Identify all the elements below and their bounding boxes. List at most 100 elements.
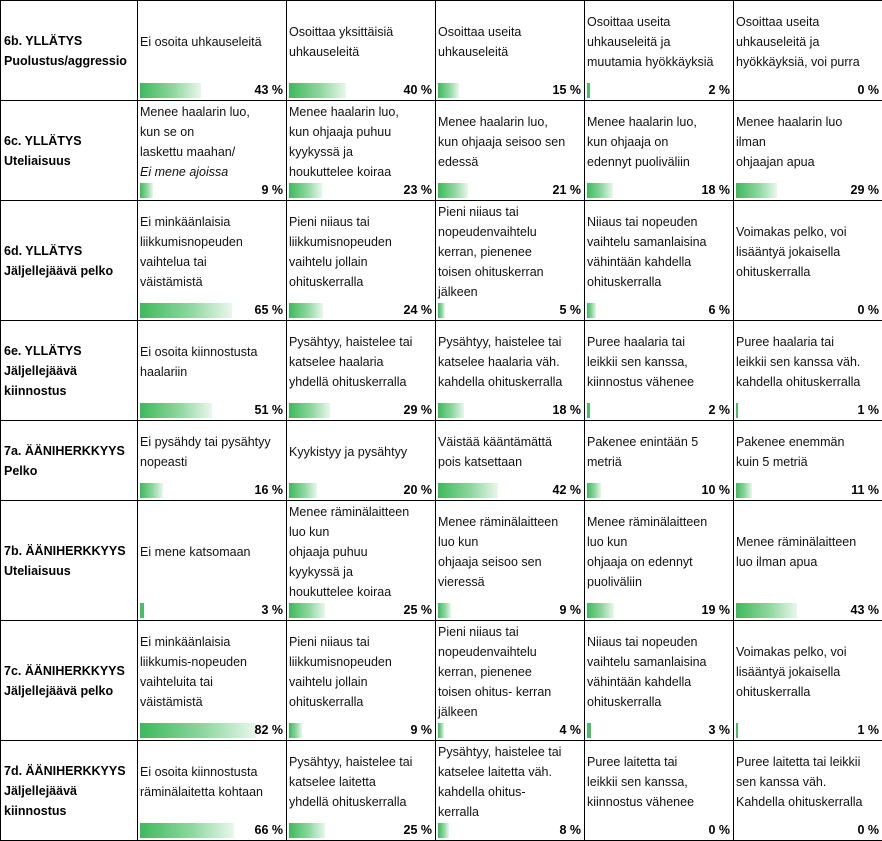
percentage-label: 9 % [261, 183, 283, 197]
option-text: Menee haalarin luo, kun se on laskettu m… [140, 104, 250, 159]
table-row: 6c. YLLÄTYS Uteliaisuus Menee haalarin lu… [0, 100, 882, 201]
option-cell: Pakenee enemmän kuin 5 metriä 11 % [733, 420, 882, 501]
percentage-label: 19 % [701, 603, 731, 617]
percentage-bar [736, 183, 777, 198]
option-cell: Osoittaa yksittäisiä uhkauseleitä 40 % [286, 0, 436, 101]
percentage-bar [438, 403, 464, 418]
percentage-bar [587, 483, 601, 498]
option-cell: Menee haalarin luo ilman ohjaajan apua 29… [733, 100, 882, 201]
option-text: Ei minkäänlaisia liikkumisnopeuden vaiht… [140, 214, 243, 289]
option-text: Menee haalarin luo, kun ohjaaja on edenn… [587, 114, 697, 169]
option-cell: Osoittaa useita uhkauseleitä ja hyökkäyk… [733, 0, 882, 101]
option-text-block: Pysähtyy, haistelee tai katselee haalari… [438, 321, 582, 402]
option-text-block: Osoittaa yksittäisiä uhkauseleitä [289, 1, 433, 82]
option-text-block: Ei osoita uhkauseleitä [140, 1, 284, 82]
percentage-label: 15 % [552, 83, 582, 97]
option-cell: Pakenee enintään 5 metriä 10 % [584, 420, 734, 501]
percentage-label: 16 % [254, 483, 284, 497]
option-text-block: Menee räminälaitteen luo kun ohjaaja puh… [289, 501, 433, 602]
option-cell: Menee räminälaitteen luo kun ohjaaja puh… [286, 500, 436, 621]
option-text-block: Menee räminälaitteen luo ilman apua [736, 501, 880, 602]
row-title: 7a. ÄÄNIHERKKYYS Pelko [4, 443, 125, 478]
option-text: Puree haalaria tai leikkii sen kanssa, k… [587, 334, 695, 389]
option-text: Puree haalaria tai leikkii sen kanssa vä… [736, 334, 861, 389]
percentage-bar [438, 603, 451, 618]
percentage-label: 40 % [403, 83, 433, 97]
option-cell: Voimakas pelko, voi lisääntyä jokaisella… [733, 200, 882, 321]
option-text: Voimakas pelko, voi lisääntyä jokaisella… [736, 644, 847, 699]
percentage-label: 18 % [552, 403, 582, 417]
percentage-bar [736, 483, 752, 498]
option-text: Pieni niiaus tai liikkumisnopeuden vaiht… [289, 214, 392, 289]
percentage-label: 0 % [857, 303, 879, 317]
row-header: 7c. ÄÄNIHERKKYYS Jäljellejäävä pelko [0, 620, 138, 741]
option-cell: Pysähtyy, haistelee tai katselee haalari… [435, 320, 585, 421]
option-cell: Osoittaa useita uhkauseleitä 15 % [435, 0, 585, 101]
option-text-italic: Ei mene ajoissa [140, 164, 229, 179]
option-text: Pieni niiaus tai liikkumisnopeuden vaiht… [289, 634, 392, 709]
option-cell: Menee haalarin luo, kun ohjaaja seisoo s… [435, 100, 585, 201]
option-text: Menee räminälaitteen luo kun ohjaaja puh… [289, 504, 410, 599]
option-text: Pieni niiaus tai nopeudenvaihtelu kerran… [438, 204, 544, 299]
percentage-bar [140, 83, 201, 98]
percentage-label: 24 % [403, 303, 433, 317]
row-title: 7b. ÄÄNIHERKKYYS Uteliaisuus [4, 543, 126, 578]
percentage-label: 2 % [708, 403, 730, 417]
percentage-bar [438, 483, 498, 498]
percentage-label: 29 % [403, 403, 433, 417]
percentage-label: 9 % [559, 603, 581, 617]
option-text-block: Pysähtyy, haistelee tai katselee laitett… [289, 741, 433, 822]
option-cell: Ei mene katsomaan 3 % [137, 500, 287, 621]
option-cell: Pieni niiaus tai liikkumisnopeuden vaiht… [286, 200, 436, 321]
option-text-block: Menee haalarin luo, kun ohjaaja seisoo s… [438, 101, 582, 182]
option-text-block: Pieni niiaus tai liikkumisnopeuden vaiht… [289, 621, 433, 722]
option-cell: Pieni niiaus tai nopeudenvaihtelu kerran… [435, 200, 585, 321]
option-cell: Pysähtyy, haistelee tai katselee laitett… [286, 740, 436, 841]
table-row: 6b. YLLÄTYS Puolustus/aggressio Ei osoita… [0, 0, 882, 101]
option-text-block: Puree haalaria tai leikkii sen kanssa vä… [736, 321, 880, 402]
option-text-block: Kyykistyy ja pysähtyy [289, 421, 433, 482]
option-text-block: Pakenee enemmän kuin 5 metriä [736, 421, 880, 482]
option-text-block: Ei pysähdy tai pysähtyy nopeasti [140, 421, 284, 482]
option-text-block: Niiaus tai nopeuden vaihtelu samanlaisin… [587, 621, 731, 722]
option-text: Ei osoita uhkauseleitä [140, 34, 262, 49]
option-text: Voimakas pelko, voi lisääntyä jokaisella… [736, 224, 847, 279]
option-text-block: Pysähtyy, haistelee tai katselee haalari… [289, 321, 433, 402]
table-row: 7c. ÄÄNIHERKKYYS Jäljellejäävä pelko Ei m… [0, 620, 882, 741]
option-text: Ei minkäänlaisia liikkumis-nopeuden vaih… [140, 634, 248, 709]
option-cell: Pieni niiaus tai liikkumisnopeuden vaiht… [286, 620, 436, 741]
percentage-label: 9 % [410, 723, 432, 737]
option-text: Puree laitetta tai leikkii sen kanssa, k… [587, 754, 695, 809]
option-text: Väistää kääntämättä pois katsettaan [438, 434, 552, 469]
percentage-bar [587, 403, 590, 418]
option-text: Osoittaa yksittäisiä uhkauseleitä [289, 24, 394, 59]
percentage-bar [289, 183, 322, 198]
option-text-block: Menee haalarin luo ilman ohjaajan apua [736, 101, 880, 182]
percentage-bar [140, 603, 144, 618]
option-text: Puree laitetta tai leikkii sen kanssa vä… [736, 754, 863, 809]
option-text-block: Voimakas pelko, voi lisääntyä jokaisella… [736, 621, 880, 722]
option-text: Menee räminälaitteen luo kun ohjaaja sei… [438, 514, 559, 589]
row-title: 7d. ÄÄNIHERKKYYS Jäljellejäävä kiinnostu… [4, 763, 126, 818]
option-text-block: Puree laitetta tai leikkii sen kanssa vä… [736, 741, 880, 822]
percentage-label: 4 % [559, 723, 581, 737]
percentage-label: 0 % [708, 823, 730, 837]
percentage-label: 29 % [850, 183, 880, 197]
row-header: 7d. ÄÄNIHERKKYYS Jäljellejäävä kiinnostu… [0, 740, 138, 841]
option-text: Ei pysähdy tai pysähtyy nopeasti [140, 434, 271, 469]
option-text: Ei mene katsomaan [140, 544, 251, 559]
percentage-bar [736, 723, 738, 738]
percentage-label: 66 % [254, 823, 284, 837]
table-row: 6e. YLLÄTYS Jäljellejäävä kiinnostus Ei o… [0, 320, 882, 421]
percentage-label: 23 % [403, 183, 433, 197]
percentage-bar [289, 603, 325, 618]
option-cell: Ei minkäänlaisia liikkumisnopeuden vaiht… [137, 200, 287, 321]
option-cell: Menee haalarin luo, kun ohjaaja on edenn… [584, 100, 734, 201]
option-cell: Menee haalarin luo, kun se on laskettu m… [137, 100, 287, 201]
percentage-bar [289, 83, 346, 98]
option-cell: Voimakas pelko, voi lisääntyä jokaisella… [733, 620, 882, 741]
option-cell: Pieni niiaus tai nopeudenvaihtelu kerran… [435, 620, 585, 741]
percentage-bar [587, 723, 591, 738]
option-text: Niiaus tai nopeuden vaihtelu samanlaisin… [587, 214, 707, 289]
